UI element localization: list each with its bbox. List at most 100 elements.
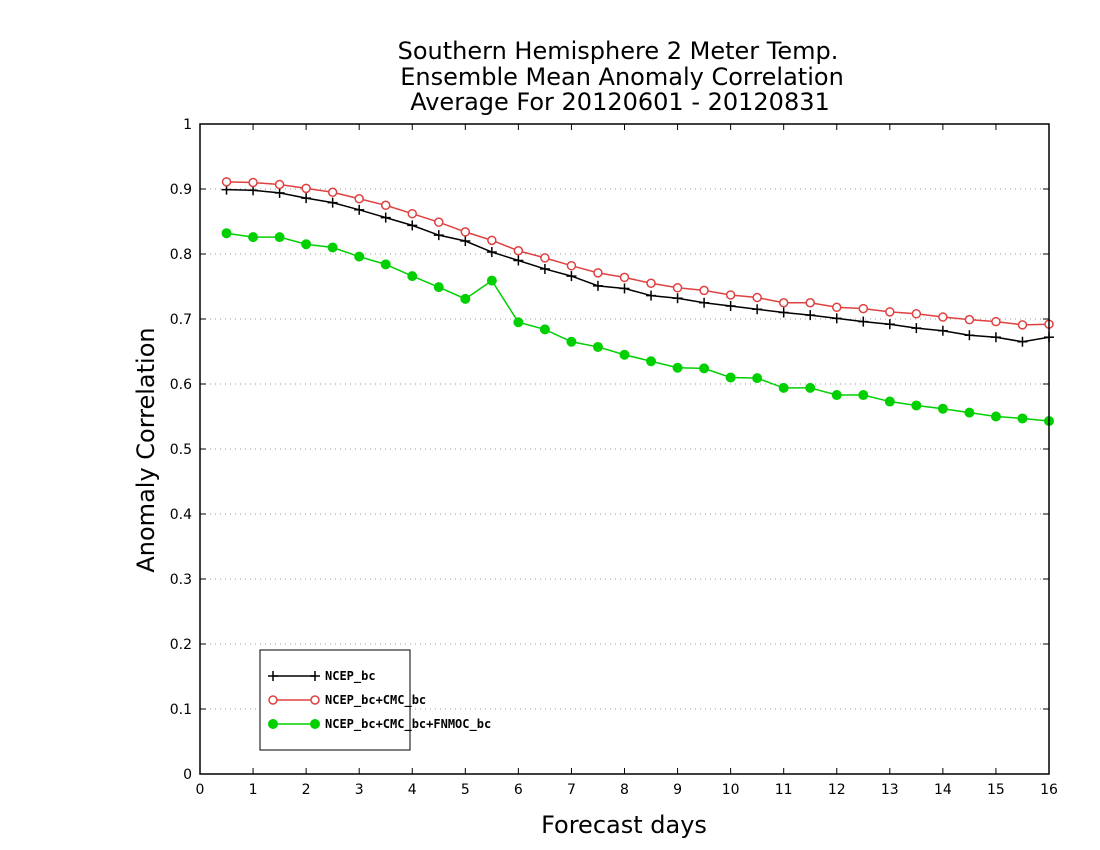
series-1-point-26 [911,309,922,319]
series-2-point-25 [884,396,895,407]
series-1-point-10 [487,235,497,246]
y-tick-label-6: 0.6 [170,377,192,393]
x-tick-label-15: 15 [987,782,1005,798]
series-2-point-6 [380,259,391,270]
x-tick-label-6: 6 [514,782,523,798]
legend-marker-left-0 [268,671,278,681]
series-2-point-26 [911,400,922,411]
series-0-point-27 [937,325,948,336]
series-2-point-9 [460,293,471,304]
y-tick-label-3: 0.3 [170,572,192,588]
series-1-point-23 [832,302,842,313]
chart-title: Southern Hemisphere 2 Meter Temp. Ensemb… [398,37,844,116]
series-1-point-9 [460,227,471,237]
series-2-point-7 [407,271,418,282]
series-1-point-2 [274,179,285,190]
series-0-point-7 [407,220,418,231]
x-tick-label-11: 11 [775,782,793,798]
series-0-point-17 [672,293,683,304]
series-1-point-25 [885,307,895,317]
series-0-point-6 [380,212,391,223]
series-2 [221,228,1054,427]
series-0-point-8 [433,230,444,241]
series-1 [221,177,1054,330]
y-tick-label-9: 0.9 [170,182,192,198]
series-1-point-14 [593,268,603,278]
series-2-point-29 [990,411,1001,422]
series-0-point-14 [592,280,603,291]
x-tick-label-5: 5 [461,782,470,798]
legend-marker-right-2 [310,719,320,729]
series-2-point-15 [619,349,630,360]
series-1-point-3 [301,183,311,194]
series-0-point-3 [301,193,312,204]
y-tick-label-5: 0.5 [170,442,192,458]
series-1-point-13 [566,260,577,271]
series-0-point-5 [354,204,365,215]
series-0-point-10 [486,247,497,258]
x-tick-label-13: 13 [881,782,899,798]
series-1-point-1 [248,177,258,188]
x-tick-label-1: 1 [249,782,258,798]
grid-lines [200,188,1049,710]
y-tick-label-2: 0.2 [170,637,192,653]
y-tick-label-4: 0.4 [170,507,192,523]
series-0-point-4 [327,197,338,208]
title-line-3: Average For 20120601 - 20120831 [410,88,830,116]
series-1-point-7 [407,208,417,219]
legend-marker-left-1 [268,695,278,705]
x-axis-ticks: 0 1 2 3 4 5 6 7 8 9 10 11 12 13 14 15 16 [196,124,1058,798]
series-0-point-23 [831,313,842,324]
series-1-point-22 [805,298,815,308]
series-1-point-5 [354,194,364,204]
legend-entry-1: NCEP_bc+CMC_bc [268,693,426,708]
series-2-point-11 [513,317,524,328]
series-2-point-17 [672,362,683,373]
x-tick-label-3: 3 [355,782,364,798]
y-tick-label-7: 0.7 [170,312,192,328]
title-line-2: Ensemble Mean Anomaly Correlation [400,63,844,91]
series-0-point-24 [858,316,869,327]
series-2-point-5 [354,251,365,262]
legend-label-2: NCEP_bc+CMC_bc+FNMOC_bc [325,717,491,732]
series-2-point-1 [248,232,259,243]
x-tick-label-7: 7 [567,782,576,798]
series-1-point-30 [1017,320,1028,330]
legend-marker-right-0 [310,671,320,681]
series-0-point-9 [460,236,471,246]
series-1-point-17 [672,283,683,293]
series-2-point-28 [964,407,975,418]
x-tick-label-10: 10 [722,782,740,798]
series-2-point-14 [592,341,603,352]
x-tick-label-9: 9 [673,782,682,798]
series-1-point-20 [752,292,762,303]
series-2-point-23 [831,390,842,401]
x-tick-label-12: 12 [828,782,846,798]
series-2-point-21 [778,382,789,393]
series-2-point-24 [858,390,869,401]
series-2-point-27 [937,403,948,414]
legend-label-1: NCEP_bc+CMC_bc [325,693,426,708]
series-0-point-15 [619,283,630,294]
series-2-point-30 [1017,413,1028,424]
legend-entry-2: NCEP_bc+CMC_bc+FNMOC_bc [268,717,491,732]
series-0-point-12 [539,263,550,274]
series-2-point-2 [274,232,285,243]
series-1-point-28 [964,314,975,325]
series-1-point-16 [646,278,656,288]
series-1-point-18 [699,285,709,296]
series-line-2 [226,232,1050,422]
legend-marker-right-1 [310,695,320,705]
series-0-point-19 [725,301,736,311]
series-2-point-0 [221,228,232,239]
series-2-point-8 [433,282,444,293]
series-2-point-3 [301,239,312,250]
x-tick-label-16: 16 [1040,782,1058,798]
x-tick-label-2: 2 [302,782,311,798]
series-2-point-13 [566,336,577,347]
series-2-point-10 [486,275,497,286]
series-1-point-29 [991,316,1001,327]
y-tick-label-8: 0.8 [170,247,192,263]
series-0-point-29 [990,332,1001,343]
